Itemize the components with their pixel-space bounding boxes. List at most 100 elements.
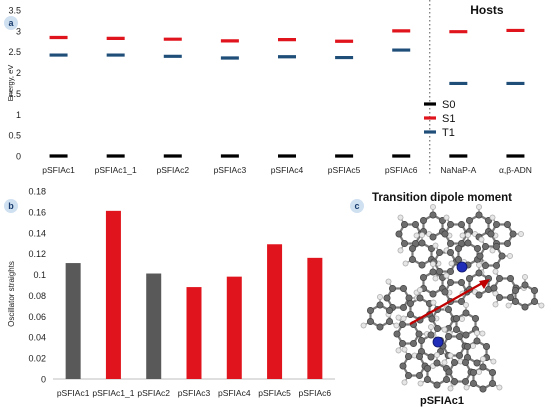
carbon-atom bbox=[427, 331, 435, 339]
carbon-atom bbox=[472, 315, 480, 323]
dipole-arrow bbox=[409, 279, 490, 325]
x-tick-label: pSFIAc5 bbox=[328, 165, 361, 175]
carbon-atom bbox=[398, 320, 406, 328]
x-tick-label: pSFIAc5 bbox=[258, 388, 291, 398]
carbon-atom bbox=[454, 244, 462, 252]
carbon-atom bbox=[436, 268, 444, 276]
molecule-structure-figure: Transition dipole moment pSFIAc1 bbox=[360, 192, 545, 407]
hydrogen-atom bbox=[490, 358, 497, 365]
carbon-atom bbox=[416, 352, 424, 360]
carbon-atom bbox=[443, 376, 451, 384]
carbon-atom bbox=[463, 343, 471, 351]
carbon-atom bbox=[473, 337, 481, 345]
molecule-panel-title: Transition dipole moment bbox=[372, 192, 512, 204]
carbon-atom bbox=[493, 242, 501, 250]
molecule-atoms bbox=[360, 204, 545, 393]
y-tick-label: 1 bbox=[16, 110, 21, 120]
carbon-atom bbox=[493, 220, 501, 228]
carbon-atom bbox=[462, 309, 470, 317]
carbon-atom bbox=[376, 301, 384, 309]
hydrogen-atom bbox=[395, 347, 402, 354]
bar-pSFIAc3 bbox=[186, 287, 202, 379]
hydrogen-atom bbox=[492, 268, 499, 275]
carbon-atom bbox=[489, 380, 497, 388]
bar-pSFIAc2 bbox=[146, 273, 162, 379]
bar-pSFIAc4 bbox=[226, 276, 242, 379]
carbon-atom bbox=[400, 220, 408, 228]
carbon-atom bbox=[399, 304, 407, 312]
hydrogen-atom bbox=[428, 324, 434, 330]
y-axis-label: Oscillator straights bbox=[7, 261, 16, 327]
y-tick-label: 0 bbox=[41, 375, 46, 385]
carbon-atom bbox=[445, 305, 453, 313]
hydrogen-atom bbox=[413, 232, 420, 239]
carbon-atom bbox=[423, 376, 431, 384]
carbon-atom bbox=[507, 274, 515, 282]
hydrogen-atom bbox=[476, 204, 482, 210]
carbon-atom bbox=[436, 248, 444, 256]
hydrogen-atom bbox=[377, 294, 383, 300]
carbon-atom bbox=[406, 300, 414, 308]
y-tick-label: 1.5 bbox=[8, 89, 21, 99]
bar-pSFIAc6 bbox=[307, 257, 323, 379]
hosts-label: Hosts bbox=[470, 3, 504, 17]
carbon-atom bbox=[417, 337, 425, 345]
y-tick-label: 0.02 bbox=[28, 354, 46, 364]
hydrogen-atom bbox=[476, 262, 482, 268]
hydrogen-atom bbox=[478, 236, 485, 243]
carbon-atom bbox=[441, 230, 449, 238]
hydrogen-atom bbox=[465, 232, 471, 238]
hydrogen-atom bbox=[459, 232, 466, 239]
carbon-atom bbox=[452, 326, 460, 334]
carbon-atom bbox=[483, 343, 491, 351]
carbon-atom bbox=[475, 211, 483, 219]
carbon-atom bbox=[428, 315, 436, 323]
carbon-atom bbox=[504, 220, 512, 228]
hydrogen-atom bbox=[474, 330, 480, 336]
y-tick-label: 0.18 bbox=[28, 187, 46, 197]
hydrogen-atom bbox=[360, 322, 367, 329]
x-tick-label: pSFIAc1 bbox=[57, 388, 90, 398]
carbon-atom bbox=[412, 220, 420, 228]
x-tick-label: α,β-ADN bbox=[499, 165, 532, 175]
bar-pSFIAc1_1 bbox=[105, 210, 121, 379]
y-tick-label: 0.14 bbox=[28, 228, 46, 238]
y-tick-label: 3.5 bbox=[8, 6, 21, 16]
hydrogen-atom bbox=[463, 384, 470, 391]
hydrogen-atom bbox=[489, 214, 496, 221]
y-tick-label: 0.12 bbox=[28, 249, 46, 259]
hydrogen-atom bbox=[434, 352, 440, 358]
carbon-atom bbox=[429, 211, 437, 219]
carbon-atom bbox=[454, 256, 462, 264]
carbon-atom bbox=[451, 378, 459, 386]
carbon-atom bbox=[405, 372, 413, 380]
hydrogen-atom bbox=[397, 214, 404, 221]
y-tick-label: 0.16 bbox=[28, 207, 46, 217]
carbon-atom bbox=[447, 278, 455, 286]
nitrogen-atom bbox=[456, 261, 468, 273]
carbon-atom bbox=[447, 220, 455, 228]
y-tick-label: 2 bbox=[16, 68, 21, 78]
carbon-atom bbox=[423, 365, 431, 373]
x-tick-label: pSFIAc6 bbox=[385, 165, 418, 175]
carbon-atom bbox=[507, 294, 515, 302]
carbon-atom bbox=[429, 268, 437, 276]
hydrogen-atom bbox=[385, 278, 392, 285]
carbon-atom bbox=[398, 340, 406, 348]
legend-label-s1: S1 bbox=[442, 113, 455, 125]
carbon-atom bbox=[429, 290, 437, 298]
carbon-atom bbox=[531, 298, 539, 306]
hydrogen-atom bbox=[441, 326, 448, 333]
hydrogen-atom bbox=[432, 242, 439, 249]
hydrogen-atom bbox=[401, 346, 408, 353]
carbon-atom bbox=[479, 363, 487, 371]
carbon-atom bbox=[496, 274, 504, 282]
carbon-atom bbox=[447, 268, 455, 276]
hydrogen-atom bbox=[402, 260, 409, 267]
y-tick-label: 2.5 bbox=[8, 47, 21, 57]
x-tick-label: pSFIAc4 bbox=[271, 165, 304, 175]
hydrogen-atom bbox=[538, 302, 545, 309]
carbon-atom bbox=[427, 353, 435, 361]
oscillator-strength-chart: 0 0.02 0.04 0.06 0.08 0.1 0.12 0.14 0.16 0.18 Osci… bbox=[7, 187, 335, 398]
carbon-atom bbox=[447, 240, 455, 248]
